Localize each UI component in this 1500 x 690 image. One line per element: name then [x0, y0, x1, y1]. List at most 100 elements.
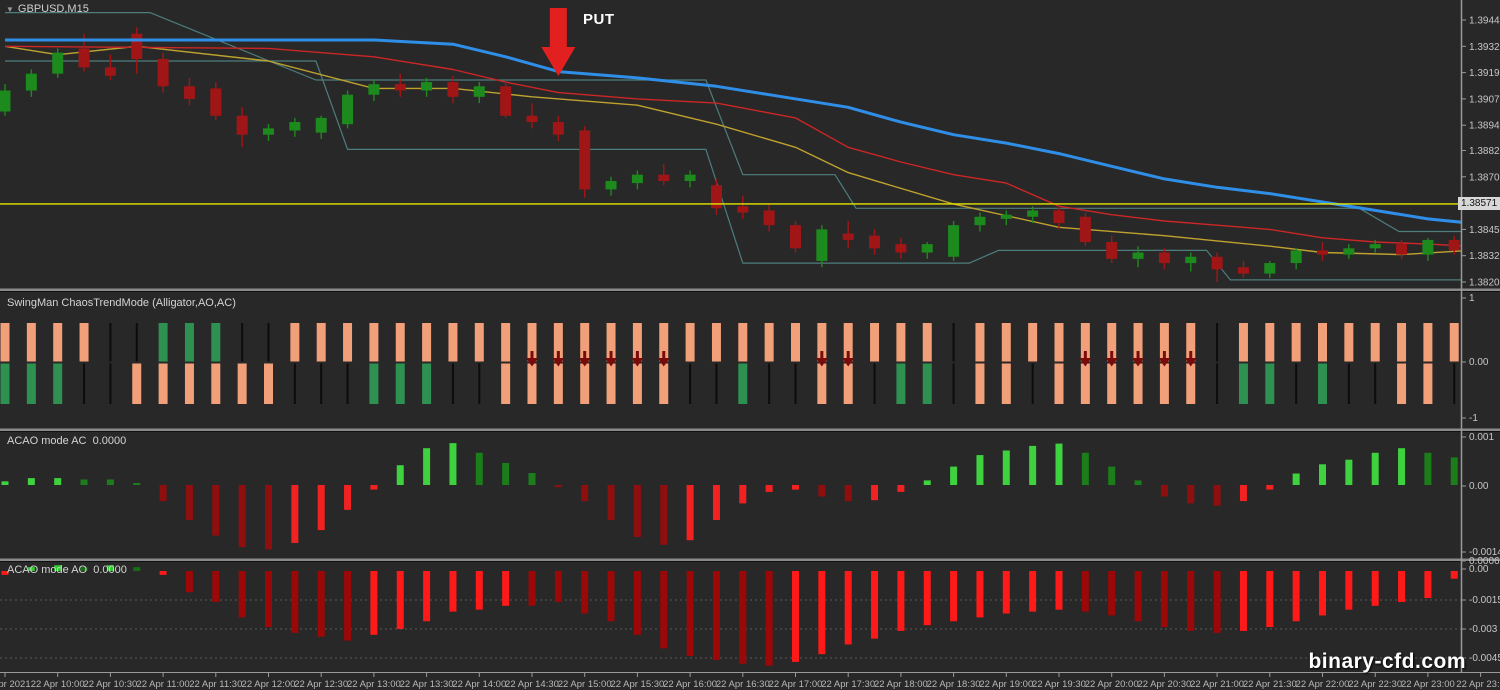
- candle-body-up: [421, 82, 433, 91]
- candle-body-down: [447, 82, 459, 97]
- swing-bar-salmon: [764, 323, 774, 362]
- swing-bar-salmon: [184, 363, 194, 404]
- candle-body-up: [974, 216, 986, 226]
- time-axis-label: 22 Apr 18:30: [927, 679, 981, 690]
- candle-body-up: [52, 52, 64, 74]
- swing-bar-salmon: [501, 363, 511, 404]
- ac-bar-down: [238, 485, 246, 548]
- ao-bar-down: [844, 571, 852, 645]
- swing-bar-black: [1374, 363, 1377, 404]
- ao-bar-down: [1292, 571, 1300, 622]
- candle-body-up: [631, 174, 643, 184]
- ao-bar-down: [607, 571, 615, 622]
- candle-body-down: [1448, 239, 1460, 251]
- ac-bar-up: [27, 478, 35, 485]
- separator-swingman-ac[interactable]: [0, 428, 1500, 432]
- swing-bar-salmon: [474, 323, 484, 362]
- ac-bar-down: [1239, 485, 1247, 502]
- swing-sell-arrow-icon: [631, 351, 644, 367]
- swing-bar-salmon: [501, 323, 511, 362]
- time-axis-label: 22 Apr 13:00: [347, 679, 401, 690]
- ac-bar-down: [765, 485, 773, 492]
- swing-bar-green: [26, 363, 36, 404]
- put-arrow-annotation[interactable]: [541, 8, 576, 76]
- time-axis-label: 22 Apr 19:00: [979, 679, 1033, 690]
- ao-bar-down: [1213, 571, 1221, 633]
- swing-bar-salmon: [1001, 363, 1011, 404]
- ac-bar-up: [1029, 445, 1037, 485]
- ao-panel[interactable]: [0, 565, 1461, 666]
- ac-bar-up: [449, 443, 457, 485]
- time-axis-label: 22 Apr 15:00: [558, 679, 612, 690]
- swing-sell-arrow-icon: [1132, 351, 1145, 367]
- swing-bar-black: [109, 323, 112, 362]
- swing-bar-salmon: [553, 323, 563, 362]
- swing-bar-green: [369, 363, 379, 404]
- time-axis-label: 22 Apr 11:30: [189, 679, 242, 690]
- indicator-scale-label: 0.001: [1469, 432, 1494, 443]
- swing-bar-salmon: [343, 323, 353, 362]
- swing-bar-salmon: [870, 323, 880, 362]
- time-axis-label: 22 Apr 19:30: [1032, 679, 1086, 690]
- swing-bar-salmon: [606, 323, 616, 362]
- ac-panel[interactable]: [1, 443, 1458, 550]
- time-axis[interactable]: [0, 672, 1500, 677]
- swing-bar-green: [211, 323, 221, 362]
- swing-bar-black: [478, 363, 481, 404]
- time-axis-label: 22 Apr 16:00: [663, 679, 717, 690]
- ac-bar-up: [923, 480, 931, 485]
- candle-body-down: [842, 233, 854, 240]
- fractal-channel-upper-line: [5, 12, 1461, 233]
- separator-ac-ao[interactable]: [0, 558, 1500, 562]
- price-scale-label: 1.38825: [1469, 146, 1500, 157]
- swing-bar-salmon: [158, 363, 168, 404]
- symbol-dropdown-icon[interactable]: ▼: [6, 5, 14, 14]
- ao-bar-down: [396, 571, 404, 629]
- candle-body-down: [183, 86, 195, 99]
- swing-bar-green: [1318, 363, 1327, 404]
- swing-bar-salmon: [1054, 363, 1064, 404]
- candle-body-down: [1211, 256, 1223, 270]
- ao-bar-down: [1345, 571, 1353, 610]
- candle-body-down: [658, 174, 670, 181]
- ao-bar-down: [633, 571, 641, 635]
- put-arrow-shaft: [549, 8, 567, 48]
- ao-bar-down: [317, 571, 325, 637]
- ao-bar-down: [1319, 571, 1326, 616]
- swing-sell-arrow-icon: [1105, 351, 1118, 367]
- symbol-label: ▼ GBPUSD,M15: [6, 3, 89, 15]
- swing-bar-salmon: [53, 323, 63, 362]
- candle-body-up: [1185, 256, 1197, 264]
- swingman-panel[interactable]: [0, 323, 1459, 404]
- separator-main-swingman[interactable]: [0, 288, 1500, 292]
- ao-bar-down: [897, 571, 905, 631]
- swing-bar-salmon: [0, 323, 10, 362]
- swing-bar-salmon: [843, 323, 853, 362]
- candle-body-up: [368, 84, 380, 95]
- ao-bar-down: [686, 571, 694, 657]
- swing-bar-green: [395, 363, 405, 404]
- put-annotation-label: PUT: [583, 11, 615, 28]
- time-axis-label: 22 Apr 16:30: [716, 679, 770, 690]
- price-scale[interactable]: [1460, 0, 1466, 672]
- candle-body-down: [526, 115, 538, 123]
- ao-bar-down: [660, 571, 668, 649]
- swing-bar-salmon: [580, 323, 590, 362]
- ac-bar-down: [344, 485, 352, 510]
- time-axis-label: 22 Apr 18:00: [874, 679, 928, 690]
- main-price-panel[interactable]: [0, 12, 1470, 282]
- ac-bar-down: [607, 485, 615, 520]
- indicator-scale-label: -0.003: [1469, 624, 1498, 635]
- swing-bar-salmon: [1107, 363, 1117, 404]
- swing-bar-green: [896, 363, 906, 404]
- ac-bar-up: [475, 452, 483, 485]
- ao-bar-down: [185, 571, 193, 593]
- ac-bar-up: [423, 448, 431, 485]
- swing-bar-salmon: [132, 363, 142, 404]
- ac-bar-down: [212, 485, 220, 536]
- ao-bar-down: [581, 571, 589, 614]
- ao-bar-down: [475, 571, 483, 610]
- ao-bar-up: [80, 567, 88, 571]
